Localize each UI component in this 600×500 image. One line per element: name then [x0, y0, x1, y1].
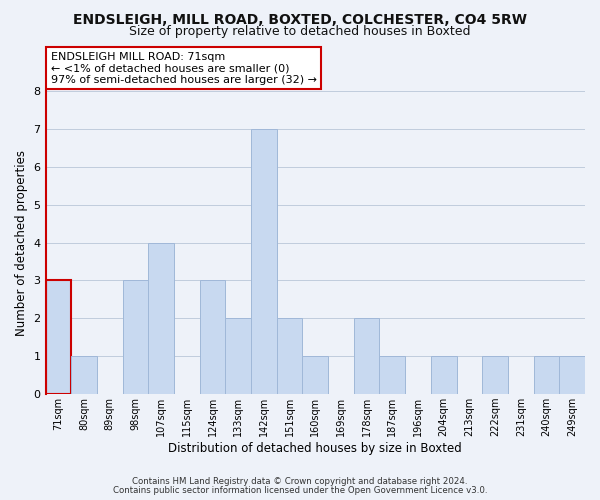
Text: ENDSLEIGH MILL ROAD: 71sqm
← <1% of detached houses are smaller (0)
97% of semi-: ENDSLEIGH MILL ROAD: 71sqm ← <1% of deta… — [51, 52, 317, 85]
Bar — [251, 129, 277, 394]
Bar — [200, 280, 226, 394]
Bar — [354, 318, 379, 394]
Bar — [46, 280, 71, 394]
Bar — [277, 318, 302, 394]
Text: Contains HM Land Registry data © Crown copyright and database right 2024.: Contains HM Land Registry data © Crown c… — [132, 477, 468, 486]
Bar — [482, 356, 508, 394]
Bar — [431, 356, 457, 394]
Y-axis label: Number of detached properties: Number of detached properties — [15, 150, 28, 336]
Bar — [302, 356, 328, 394]
Bar — [71, 356, 97, 394]
X-axis label: Distribution of detached houses by size in Boxted: Distribution of detached houses by size … — [169, 442, 462, 455]
Text: Contains public sector information licensed under the Open Government Licence v3: Contains public sector information licen… — [113, 486, 487, 495]
Text: ENDSLEIGH, MILL ROAD, BOXTED, COLCHESTER, CO4 5RW: ENDSLEIGH, MILL ROAD, BOXTED, COLCHESTER… — [73, 12, 527, 26]
Text: Size of property relative to detached houses in Boxted: Size of property relative to detached ho… — [129, 25, 471, 38]
Bar — [379, 356, 405, 394]
Bar — [148, 242, 174, 394]
Bar — [533, 356, 559, 394]
Bar — [226, 318, 251, 394]
Bar — [559, 356, 585, 394]
Bar — [122, 280, 148, 394]
